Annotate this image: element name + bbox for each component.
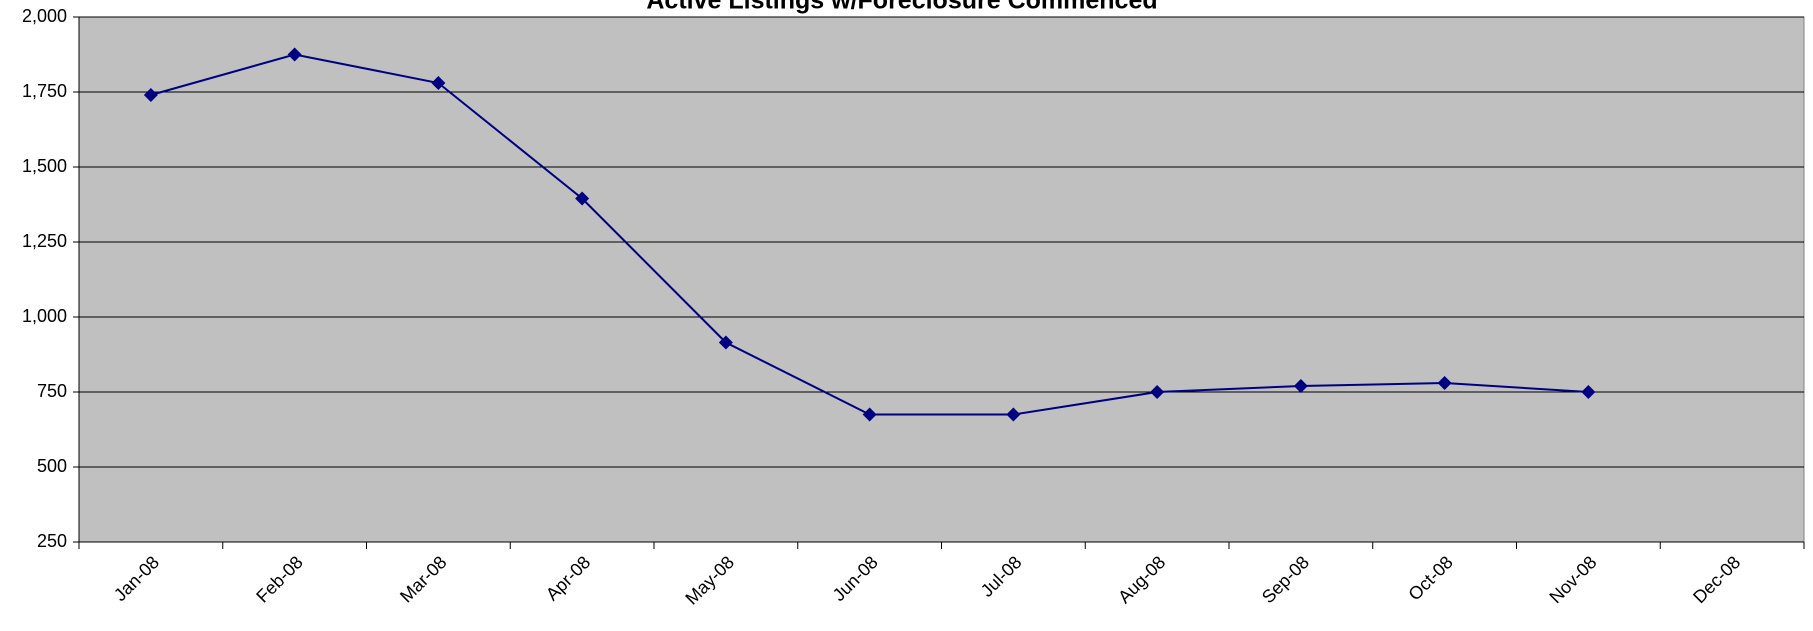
chart-title: Active Listings w/Foreclosure Commenced [646, 0, 1157, 15]
data-point [287, 47, 302, 62]
x-tick-label: May-08 [681, 552, 738, 609]
x-tick-label: Feb-08 [252, 552, 306, 606]
y-tick-label: 750 [37, 381, 67, 401]
x-tick-label: Aug-08 [1114, 552, 1169, 607]
y-tick-label: 250 [37, 531, 67, 551]
data-point [1006, 407, 1021, 422]
x-tick-label: Dec-08 [1689, 552, 1744, 607]
data-point [1437, 376, 1452, 390]
x-tick-label: Jan-08 [110, 552, 163, 605]
data-point [575, 191, 590, 206]
data-point [143, 88, 158, 102]
data-point [1150, 385, 1165, 399]
plot-area [78, 16, 1805, 543]
x-tick-label: Oct-08 [1404, 552, 1456, 604]
x-tick-label: Jul-08 [977, 552, 1026, 601]
x-tick-label: Apr-08 [542, 552, 594, 604]
data-point [862, 407, 877, 422]
x-tick-label: Sep-08 [1258, 552, 1313, 607]
y-tick-label: 1,500 [22, 156, 67, 176]
data-point [1293, 379, 1308, 393]
y-tick-label: 500 [37, 456, 67, 476]
data-point [431, 76, 446, 90]
x-tick-label: Nov-08 [1545, 552, 1600, 607]
data-point [718, 335, 733, 350]
x-tick-label: Mar-08 [396, 552, 450, 606]
y-tick-label: 1,750 [22, 81, 67, 101]
data-point [1581, 385, 1596, 399]
y-tick-label: 2,000 [22, 6, 67, 26]
y-tick-label: 1,250 [22, 231, 67, 251]
y-tick-label: 1,000 [22, 306, 67, 326]
x-tick-label: Jun-08 [829, 552, 882, 605]
